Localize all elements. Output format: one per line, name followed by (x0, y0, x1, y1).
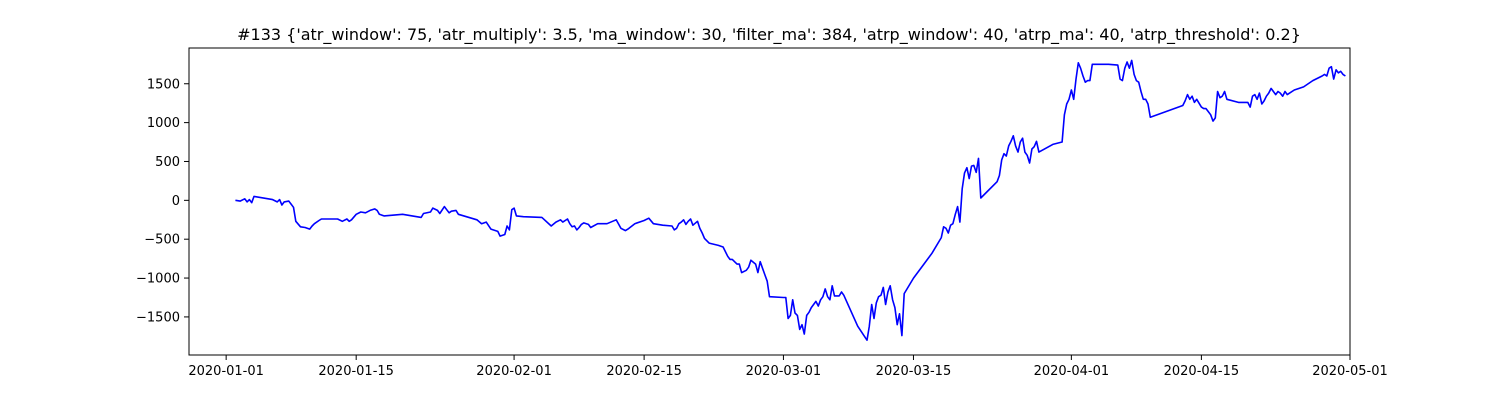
y-tick-label: −1500 (136, 310, 180, 325)
y-tick-label: 500 (155, 155, 180, 170)
x-axis: 2020-01-01 2020-01-15 2020-02-01 2020-02-15… (188, 355, 1388, 379)
plot-frame (188, 47, 1351, 356)
x-tick-label: 2020-01-01 (188, 364, 264, 379)
x-tick-label: 2020-01-15 (318, 364, 394, 379)
x-tick-label: 2020-03-15 (876, 364, 952, 379)
y-tick-label: −1000 (136, 272, 180, 287)
x-tick-label: 2020-05-01 (1312, 364, 1388, 379)
y-axis: −1500 −1000 −500 0 500 1000 1500 (136, 77, 189, 325)
x-tick-label: 2020-04-15 (1164, 364, 1240, 379)
y-tick-label: 0 (172, 194, 180, 209)
x-tick-label: 2020-04-01 (1034, 364, 1110, 379)
chart-title: #133 {'atr_window': 75, 'atr_multiply': … (237, 25, 1301, 45)
y-tick-label: 1500 (147, 77, 180, 92)
x-tick-label: 2020-03-01 (746, 364, 822, 379)
series-line (235, 59, 1346, 341)
x-tick-label: 2020-02-15 (606, 364, 682, 379)
y-tick-label: 1000 (147, 116, 180, 131)
series-layer (235, 59, 1346, 341)
y-tick-label: −500 (144, 233, 180, 248)
x-tick-label: 2020-02-01 (476, 364, 552, 379)
